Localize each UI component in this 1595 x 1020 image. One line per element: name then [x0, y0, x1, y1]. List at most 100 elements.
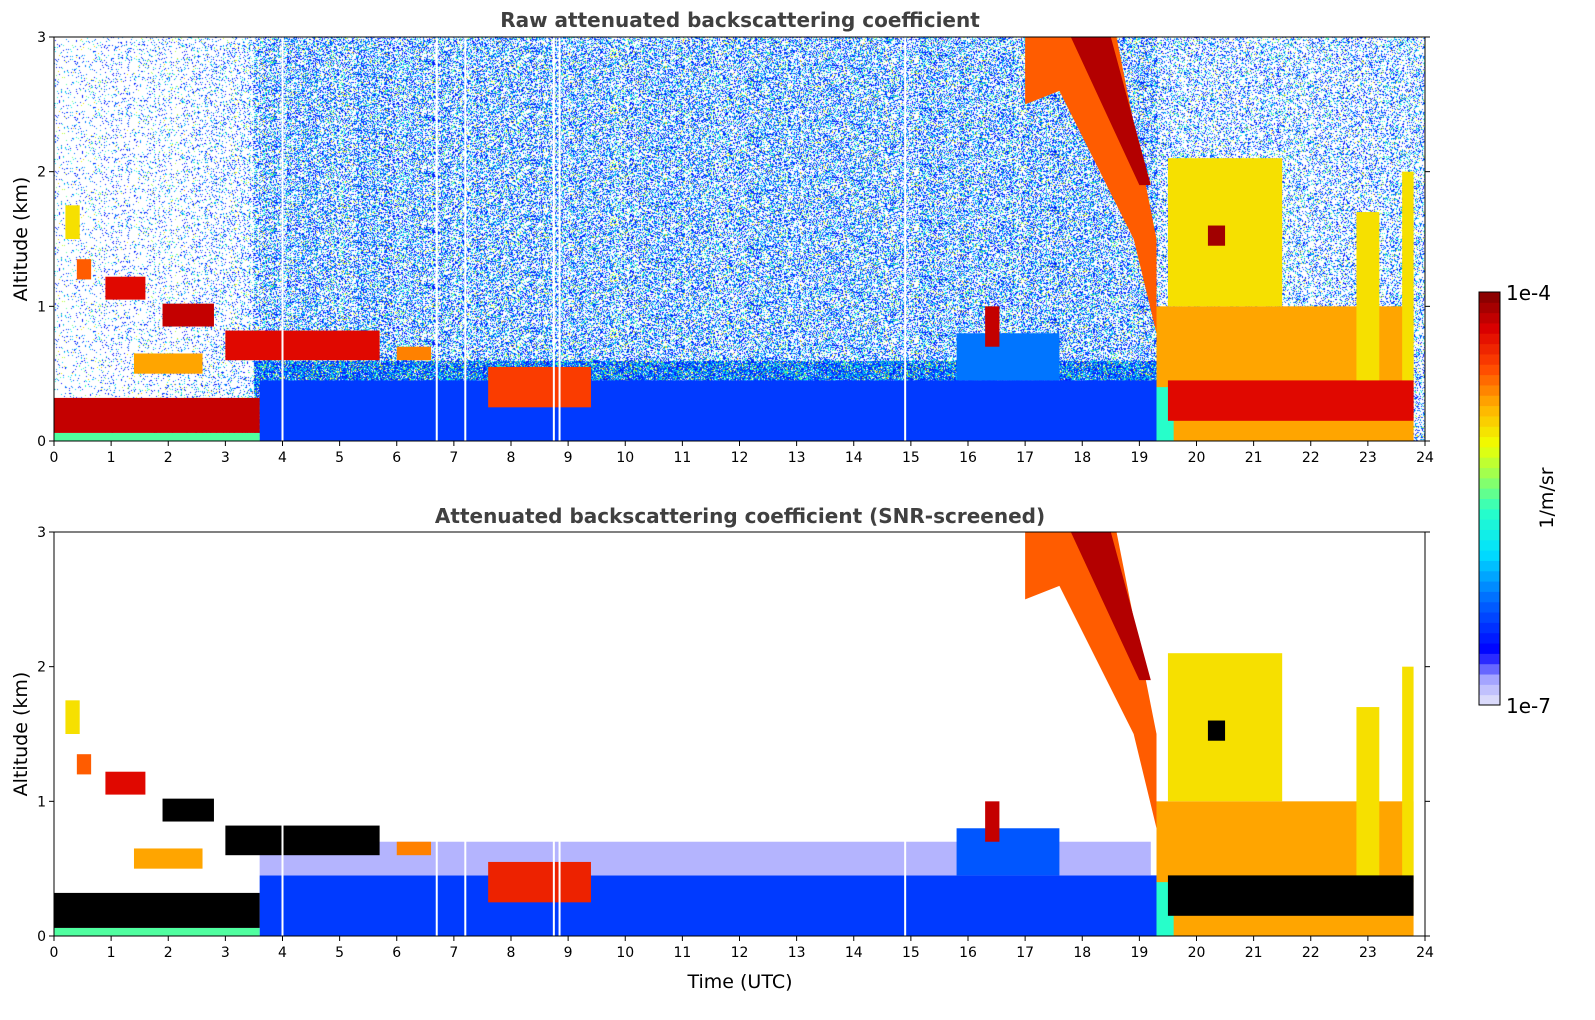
- colorbar-min-label: 1e-7: [1506, 694, 1551, 718]
- x-tick-label: 20: [1188, 945, 1206, 961]
- layer-b: [76, 754, 92, 775]
- layer-e: [133, 353, 203, 374]
- colorbar-level: [1479, 591, 1500, 603]
- boundary-layer: [259, 875, 1157, 936]
- low-layer-evening: [1167, 875, 1414, 916]
- x-tick-label: 16: [959, 945, 977, 961]
- layer-e: [133, 848, 203, 869]
- top-y-axis-label: Altitude (km): [10, 177, 32, 302]
- near-surface-aerosol: [54, 892, 260, 928]
- colorbar-level: [1479, 643, 1500, 654]
- x-tick-label: 15: [902, 450, 920, 466]
- bottom-heatmap: [54, 532, 1414, 936]
- x-tick-label: 11: [673, 945, 691, 961]
- colorbar-level: [1479, 302, 1500, 314]
- x-tick-label: 12: [731, 945, 749, 961]
- data-gap: [552, 532, 555, 936]
- colorbar-level: [1479, 488, 1500, 499]
- colorbar-max-label: 1e-4: [1506, 281, 1551, 305]
- colorbar-level: [1479, 570, 1500, 582]
- colorbar-level: [1479, 384, 1500, 396]
- layer-f: [396, 841, 432, 856]
- cloud-columns-b: [1356, 212, 1380, 388]
- colorbar-level: [1479, 560, 1500, 572]
- data-gap: [904, 37, 907, 441]
- boundary-layer: [259, 380, 1157, 441]
- x-tick-label: 8: [507, 450, 516, 466]
- bottom-axes: 0 1 2 3 4 5 6 7 8 9 10 11 12 13 14 15 16 17 18 19 20 21 22 23 24…: [37, 525, 1434, 961]
- x-tick-label: 11: [673, 450, 691, 466]
- layer-d: [162, 303, 214, 327]
- falling-cloud: [1025, 37, 1157, 334]
- colorbar-level: [1479, 674, 1500, 685]
- layer-b: [76, 259, 92, 280]
- data-gap: [435, 37, 438, 441]
- x-tick-label: 7: [449, 450, 458, 466]
- x-tick-label: 14: [845, 945, 863, 961]
- x-tick-label: 18: [1073, 450, 1091, 466]
- x-axis-label: Time (UTC): [686, 971, 792, 993]
- layer-c: [105, 771, 146, 795]
- colorbar-level: [1479, 694, 1500, 706]
- colorbar-level: [1479, 343, 1500, 355]
- x-tick-label: 9: [564, 945, 573, 961]
- surface-layer: [54, 927, 260, 936]
- x-tick-label: 15: [902, 945, 920, 961]
- x-tick-label: 7: [449, 945, 458, 961]
- colorbar-level: [1479, 519, 1500, 530]
- x-tick-label: 10: [616, 945, 634, 961]
- data-gap: [558, 532, 561, 936]
- surface-layer: [54, 432, 260, 441]
- x-tick-label: 3: [221, 450, 230, 466]
- layer-a: [65, 700, 80, 734]
- top-axes: 0 1 2 3 4 5 6 7 8 9 10 11 12 13 14 15 16 17 18 19 20 21 22 23 24…: [37, 30, 1434, 466]
- x-tick-label: 13: [788, 945, 806, 961]
- colorbar-level: [1479, 426, 1500, 438]
- colorbar-level: [1479, 405, 1500, 417]
- colorbar-level: [1479, 539, 1500, 551]
- colorbar-level: [1479, 663, 1500, 675]
- x-tick-label: 6: [392, 450, 401, 466]
- x-tick-label: 18: [1073, 945, 1091, 961]
- x-tick-label: 17: [1016, 945, 1034, 961]
- x-tick-label: 23: [1359, 450, 1377, 466]
- boundary-layer-bump: [956, 333, 1060, 381]
- x-tick-label: 6: [392, 945, 401, 961]
- colorbar-level: [1479, 457, 1500, 469]
- colorbar-unit-label: 1/m/sr: [1536, 467, 1558, 528]
- colorbar-level: [1479, 395, 1500, 407]
- colorbar-level: [1479, 467, 1500, 479]
- elevated-aerosol: [225, 330, 380, 361]
- layer-c: [105, 276, 146, 300]
- data-gap: [435, 532, 438, 936]
- y-tick-label: 3: [37, 30, 46, 46]
- data-gap: [552, 37, 555, 441]
- colorbar-level: [1479, 508, 1500, 520]
- x-tick-label: 22: [1302, 945, 1320, 961]
- colorbar-level: [1479, 477, 1500, 489]
- x-tick-label: 0: [50, 945, 59, 961]
- x-tick-label: 0: [50, 450, 59, 466]
- x-tick-label: 4: [278, 945, 287, 961]
- low-layer-evening: [1167, 380, 1414, 421]
- x-tick-label: 21: [1245, 945, 1263, 961]
- y-tick-label: 0: [37, 929, 46, 945]
- cloud-core-20h: [1207, 720, 1226, 741]
- data-gap: [464, 37, 467, 441]
- y-tick-label: 2: [37, 660, 46, 676]
- colorbar-level: [1479, 322, 1500, 334]
- colorbar-frame: [1478, 291, 1501, 706]
- plume-16h: [985, 801, 1000, 842]
- aerosol-8h: [488, 366, 591, 408]
- colorbar-level: [1479, 436, 1500, 448]
- x-tick-label: 14: [845, 450, 863, 466]
- colorbar: [1479, 292, 1500, 706]
- x-tick-label: 8: [507, 945, 516, 961]
- colorbar-level: [1479, 632, 1500, 644]
- y-tick-label: 1: [37, 299, 46, 315]
- y-tick-label: 2: [37, 165, 46, 181]
- colorbar-level: [1479, 653, 1500, 665]
- x-tick-label: 12: [731, 450, 749, 466]
- cloud-columns-c: [1402, 171, 1414, 388]
